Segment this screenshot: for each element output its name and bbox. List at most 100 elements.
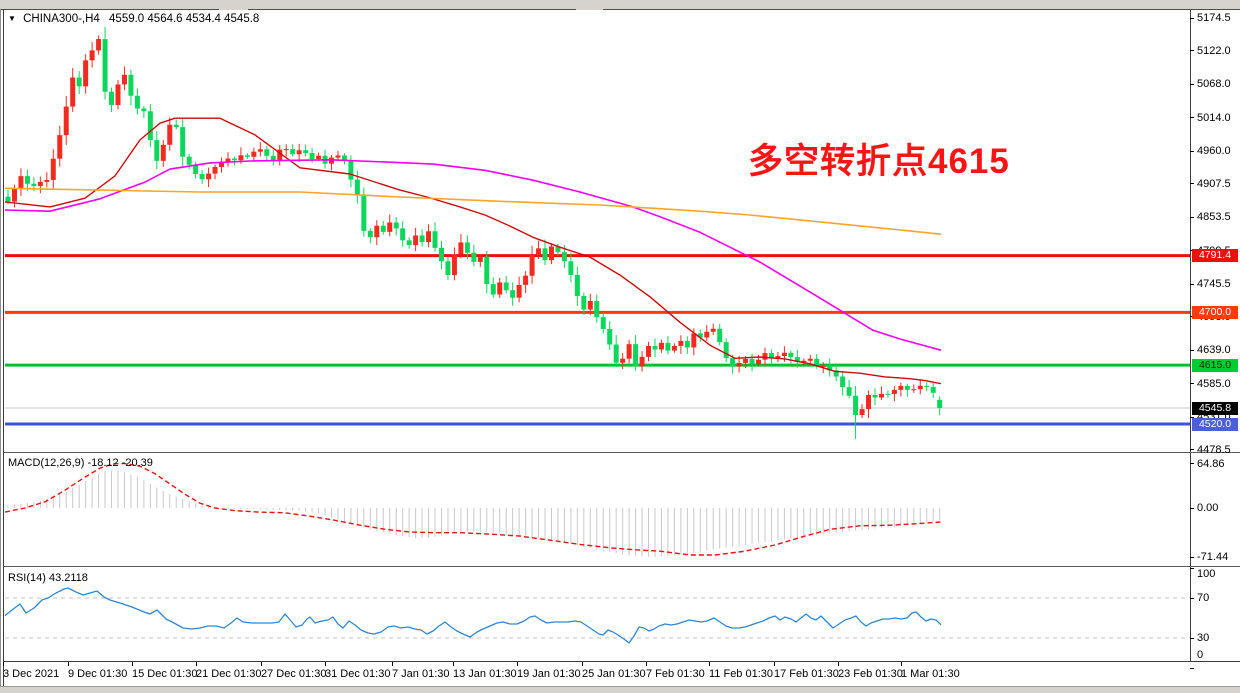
- candle-body: [872, 394, 878, 398]
- candle-body: [743, 359, 749, 363]
- candle-body: [102, 39, 108, 92]
- candle-body: [303, 150, 309, 154]
- candle-body: [840, 376, 846, 388]
- macd-canvas[interactable]: [5, 454, 1190, 566]
- candle-body: [445, 261, 451, 276]
- time-axis-label: 15 Dec 01:30: [132, 668, 198, 680]
- candle-body: [846, 387, 852, 396]
- candle-body: [199, 174, 205, 180]
- time-axis-label: 9 Dec 01:30: [68, 668, 128, 680]
- candle-body: [367, 230, 373, 238]
- candle-body: [121, 74, 127, 85]
- candle-body: [406, 240, 412, 246]
- time-tick: [261, 662, 262, 666]
- macd-rsi-separator[interactable]: [4, 566, 1240, 567]
- price-tick: [1190, 283, 1194, 285]
- candle-body: [458, 242, 464, 255]
- rsi-canvas[interactable]: [5, 568, 1190, 660]
- candle-body: [730, 358, 736, 367]
- symbol-dropdown-icon[interactable]: ▼: [8, 14, 16, 23]
- main-chart-canvas[interactable]: [5, 10, 1190, 452]
- candle-body: [180, 127, 186, 157]
- price-axis-label: 4639.0: [1197, 344, 1231, 357]
- candle-body: [212, 166, 218, 174]
- price-tick: [1190, 216, 1194, 218]
- candle-body: [193, 164, 199, 175]
- candle-body: [516, 284, 522, 298]
- rsi-axis-label: 100: [1197, 568, 1216, 580]
- price-badge-4615.0: 4615.0: [1192, 358, 1238, 372]
- candle-body: [878, 393, 884, 398]
- candle-body: [794, 357, 800, 363]
- candle-body: [762, 353, 768, 360]
- candle-body: [594, 300, 600, 318]
- time-axis-label: 11 Feb 01:30: [709, 668, 774, 680]
- macd-axis-label: -71.44: [1197, 551, 1229, 563]
- price-axis-label: 4745.5: [1197, 278, 1231, 291]
- time-axis-label: 17 Feb 01:30: [774, 668, 839, 680]
- candle-body: [374, 225, 380, 238]
- candle-body: [833, 370, 839, 377]
- candle-body: [581, 295, 587, 310]
- price-tick: [1190, 17, 1194, 19]
- rsi-label: RSI(14) 43.2118: [8, 572, 88, 584]
- price-axis-label: 4853.5: [1197, 211, 1231, 224]
- window-left-border-inner: [3, 9, 4, 686]
- time-axis-label: 31 Dec 01:30: [325, 668, 391, 680]
- candle-body: [380, 225, 386, 232]
- chart-annotation-text[interactable]: 多空转折点4615: [748, 142, 1010, 181]
- candle-body: [814, 358, 820, 367]
- macd-axis-label: 0.00: [1197, 502, 1219, 514]
- candle-body: [548, 246, 554, 261]
- candle-body: [736, 362, 742, 367]
- candle-body: [277, 149, 283, 160]
- price-axis-label: 5014.0: [1197, 111, 1231, 124]
- candle-body: [18, 176, 24, 189]
- candle-body: [633, 344, 639, 367]
- main-macd-separator[interactable]: [4, 452, 1240, 453]
- candle-body: [652, 346, 658, 350]
- candle-body: [335, 155, 341, 158]
- time-tick: [646, 662, 647, 666]
- rsi-tick: [1190, 637, 1194, 639]
- candle-body: [115, 84, 121, 106]
- candle-body: [768, 353, 774, 359]
- candle-body: [503, 282, 509, 291]
- candle-body: [523, 275, 529, 285]
- candle-body: [704, 331, 710, 338]
- candle-body: [238, 155, 244, 161]
- time-axis-label: 19 Jan 01:30: [517, 668, 581, 680]
- candle-body: [361, 194, 367, 231]
- time-tick: [838, 662, 839, 666]
- candle-body: [710, 328, 716, 332]
- price-tick: [1190, 83, 1194, 85]
- time-tick: [325, 662, 326, 666]
- price-axis-label: 4960.0: [1197, 145, 1231, 158]
- candle-body: [646, 346, 652, 357]
- macd-axis-label: 64.86: [1197, 457, 1225, 470]
- candle-body: [866, 394, 872, 410]
- window-left-border-outer: [0, 9, 1, 686]
- candle-body: [296, 150, 302, 155]
- candle-body: [173, 124, 179, 128]
- header-ohlc-values: 4559.0 4564.6 4534.4 4545.8: [109, 13, 260, 25]
- price-badge-4700.0: 4700.0: [1192, 305, 1238, 319]
- candle-body: [264, 149, 270, 156]
- candle-body: [665, 342, 671, 351]
- candle-body: [891, 389, 897, 394]
- rsi-axis-label: 70: [1197, 592, 1210, 604]
- candle-body: [937, 399, 943, 409]
- rsi-line: [5, 587, 942, 644]
- candle-body: [432, 231, 438, 248]
- price-axis-label: 5068.0: [1197, 78, 1231, 91]
- time-tick: [3, 662, 4, 666]
- candle-body: [464, 242, 470, 253]
- candle-body: [885, 393, 891, 395]
- candle-body: [723, 342, 729, 359]
- time-axis-label: 7 Feb 01:30: [646, 668, 705, 680]
- symbol-period-label: CHINA300-,H4: [23, 13, 100, 25]
- candle-body: [691, 333, 697, 348]
- candle-body: [451, 254, 457, 276]
- candle-body: [788, 352, 794, 358]
